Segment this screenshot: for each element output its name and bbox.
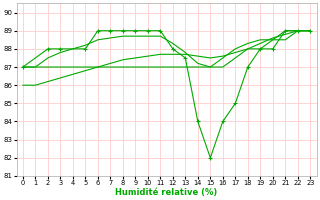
X-axis label: Humidité relative (%): Humidité relative (%)	[116, 188, 218, 197]
